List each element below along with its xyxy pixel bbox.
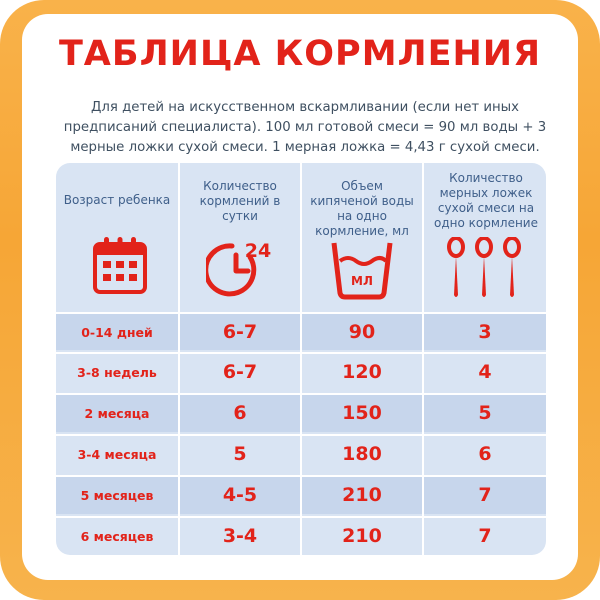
column-divider xyxy=(422,163,424,555)
row-divider xyxy=(56,393,546,395)
table-row: 2 месяца 6 150 5 xyxy=(56,395,546,432)
cell-volume: 180 xyxy=(342,443,382,465)
cell-feedings: 4-5 xyxy=(222,484,258,506)
cell-age: 0-14 дней xyxy=(81,325,153,340)
page-title: ТАБЛИЦА КОРМЛЕНИЯ xyxy=(58,34,542,74)
cell-spoons: 4 xyxy=(478,361,492,383)
row-divider xyxy=(56,434,546,436)
table-row: 0-14 дней 6-7 90 3 xyxy=(56,314,546,351)
cell-volume: 210 xyxy=(342,484,382,506)
row-divider xyxy=(56,475,546,477)
cell-spoons: 6 xyxy=(478,443,492,465)
cell-age: 3-4 месяца xyxy=(77,447,157,462)
cell-feedings: 5 xyxy=(233,443,247,465)
column-divider xyxy=(178,163,180,555)
cell-feedings: 6-7 xyxy=(222,361,258,383)
cell-feedings: 6-7 xyxy=(222,321,258,343)
measuring-cup-icon: МЛ xyxy=(326,237,398,305)
table-row: 5 месяцев 4-5 210 7 xyxy=(56,477,546,514)
measuring-spoons-icon xyxy=(442,236,526,305)
table-row: 3-4 месяца 5 180 6 xyxy=(56,436,546,473)
cup-label: МЛ xyxy=(351,274,373,288)
row-divider xyxy=(56,352,546,354)
row-divider xyxy=(56,516,546,518)
cell-feedings: 3-4 xyxy=(222,525,258,547)
cell-volume: 150 xyxy=(342,402,382,424)
header-age: Возраст ребенка xyxy=(63,193,171,207)
table-row: 6 месяцев 3-4 210 7 xyxy=(56,518,546,555)
cell-spoons: 5 xyxy=(478,402,492,424)
cell-spoons: 3 xyxy=(478,321,492,343)
cell-spoons: 7 xyxy=(478,484,492,506)
header-spoons: Количество мерных ложек сухой смеси на о… xyxy=(434,171,538,230)
cell-volume: 90 xyxy=(348,321,376,343)
clock-24-icon: 24 xyxy=(203,233,276,301)
feeding-table: Возраст ребенка Количество кормлений в с… xyxy=(56,163,546,555)
cell-volume: 210 xyxy=(342,525,382,547)
cell-age: 6 месяцев xyxy=(80,529,154,544)
intro-text: Для детей на искусственном вскармливании… xyxy=(63,100,547,155)
table-row: 3-8 недель 6-7 120 4 xyxy=(56,354,546,391)
row-divider xyxy=(56,312,546,314)
calendar-icon xyxy=(92,235,148,299)
cell-volume: 120 xyxy=(342,361,382,383)
column-divider xyxy=(300,163,302,555)
cell-age: 2 месяца xyxy=(84,406,150,421)
clock-label: 24 xyxy=(245,240,271,262)
cell-feedings: 6 xyxy=(233,402,247,424)
cell-age: 3-8 недель xyxy=(77,365,157,380)
header-feedings: Количество кормлений в сутки xyxy=(199,179,281,223)
cell-spoons: 7 xyxy=(478,525,492,547)
header-volume: Объем кипяченой воды на одно кормление, … xyxy=(310,179,414,238)
cell-age: 5 месяцев xyxy=(80,488,154,503)
